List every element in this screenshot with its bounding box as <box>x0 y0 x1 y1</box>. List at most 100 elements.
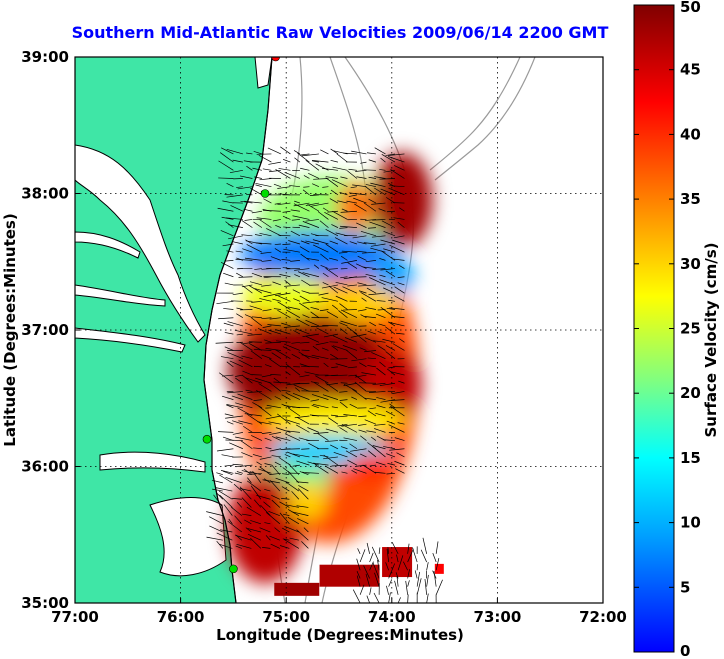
current-vector <box>339 401 348 409</box>
current-vector <box>367 365 377 368</box>
current-vector <box>396 452 405 458</box>
current-vector <box>344 337 358 343</box>
current-vector <box>255 377 272 384</box>
current-vector <box>365 573 370 587</box>
velocity-cell <box>336 182 373 233</box>
colorbar-tick-label: 10 <box>680 514 701 532</box>
current-vector <box>245 527 252 533</box>
current-vector <box>375 313 386 319</box>
current-vector <box>379 361 386 368</box>
current-vector <box>263 198 272 204</box>
current-vector <box>259 456 272 460</box>
current-vector <box>322 207 329 212</box>
current-vector <box>379 279 396 286</box>
current-vector <box>225 415 243 419</box>
current-vector <box>360 230 377 237</box>
current-vector <box>262 209 281 212</box>
current-vector <box>312 239 329 245</box>
current-vector <box>265 341 281 344</box>
current-vector <box>358 284 376 287</box>
current-vector <box>393 295 405 302</box>
current-vector <box>330 444 339 450</box>
plot-area <box>75 57 603 603</box>
current-vector <box>302 189 310 196</box>
current-vector <box>386 420 396 425</box>
current-vector <box>288 240 301 245</box>
current-vector <box>348 168 357 171</box>
current-vector <box>363 202 377 212</box>
current-vector <box>231 506 243 516</box>
current-vector <box>254 176 262 179</box>
velocity-cell <box>361 346 422 423</box>
current-vector <box>316 300 329 303</box>
station-marker <box>260 189 270 198</box>
current-vector <box>221 147 234 155</box>
current-vector <box>331 366 338 368</box>
current-vector <box>209 516 224 525</box>
current-vector <box>261 374 272 378</box>
current-vector <box>269 448 281 452</box>
y-tick-label: 37:00 <box>21 321 69 339</box>
current-vector <box>227 391 243 394</box>
current-vector <box>261 284 272 287</box>
current-vector <box>257 328 272 335</box>
velocity-cell <box>319 564 380 587</box>
current-vector <box>282 346 291 351</box>
current-vector <box>241 284 253 288</box>
current-vector <box>341 471 348 474</box>
current-vector <box>359 453 367 458</box>
current-vector <box>325 267 339 278</box>
current-vector <box>386 307 396 310</box>
current-vector <box>348 194 358 197</box>
current-vector <box>227 321 243 327</box>
current-vector <box>379 178 395 180</box>
current-vector <box>366 287 377 294</box>
current-vector <box>334 237 348 245</box>
current-vector <box>224 332 234 335</box>
current-vector <box>322 394 339 400</box>
x-tick-label: 74:00 <box>368 608 416 626</box>
current-vector <box>280 365 291 368</box>
current-vector <box>311 159 329 163</box>
current-vector <box>345 349 358 359</box>
current-vector <box>326 311 339 319</box>
current-vector <box>322 282 329 286</box>
current-vector <box>270 256 282 261</box>
current-vector <box>307 204 320 212</box>
current-vector <box>322 168 338 171</box>
current-vector <box>255 389 272 400</box>
current-vector <box>246 244 263 253</box>
current-vector <box>364 316 376 319</box>
current-vector <box>275 292 291 297</box>
current-vector <box>346 200 358 204</box>
current-vector <box>308 442 320 450</box>
current-vector <box>397 282 405 286</box>
current-vector <box>301 541 309 549</box>
current-vector <box>241 452 253 458</box>
current-vector <box>387 321 396 327</box>
current-vector <box>263 339 272 343</box>
current-vector <box>302 221 320 228</box>
current-vector <box>367 450 377 458</box>
current-vector <box>241 220 253 228</box>
velocity-cell <box>372 152 433 249</box>
current-vector <box>392 258 405 261</box>
current-vector <box>364 337 377 343</box>
pamlico-sound <box>149 497 227 577</box>
current-vector <box>301 279 310 286</box>
current-vector <box>357 548 361 555</box>
current-vector <box>302 333 319 337</box>
current-vector <box>352 184 367 188</box>
current-vector <box>367 357 376 360</box>
current-vector <box>305 336 320 343</box>
current-vector <box>339 227 348 229</box>
current-vector <box>274 396 282 400</box>
current-vector <box>250 520 261 525</box>
x-tick-label: 75:00 <box>262 608 310 626</box>
current-vector <box>278 295 291 302</box>
current-vector <box>291 219 300 221</box>
current-vector <box>343 414 357 417</box>
current-vector <box>395 572 399 579</box>
current-vector <box>392 343 405 351</box>
current-vector <box>397 422 405 425</box>
